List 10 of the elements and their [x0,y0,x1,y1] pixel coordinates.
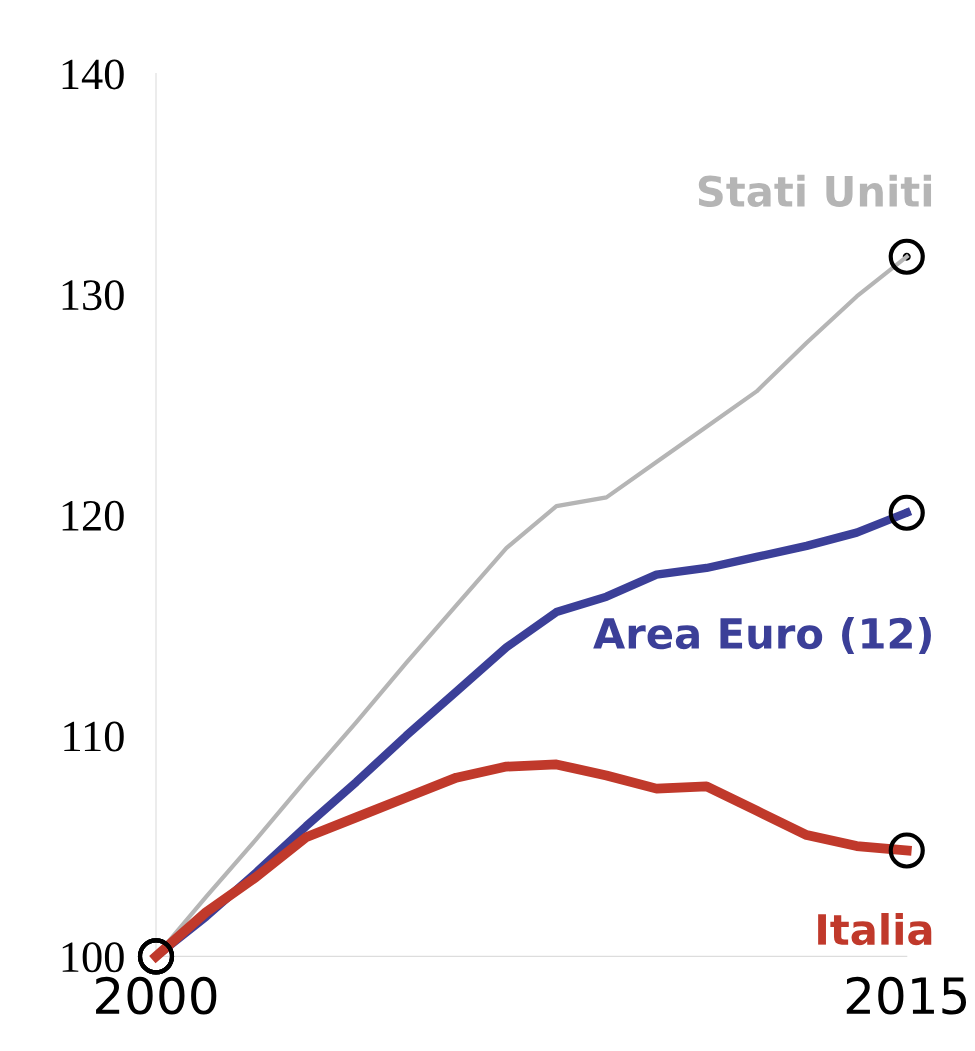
y-tick-label: 140 [62,59,124,90]
y-tick-label: 130 [62,280,124,311]
y-tick-label: 110 [64,721,124,752]
series-label: Italia [818,912,932,946]
x-tick-label: 2000 [96,976,217,1015]
x-tick-label: 2015 [846,976,966,1015]
y-tick-label: 120 [62,500,124,531]
series-label: Stati Uniti [698,174,932,208]
y-tick-label: 100 [62,942,124,973]
series-label: Area Euro (12) [593,617,931,655]
